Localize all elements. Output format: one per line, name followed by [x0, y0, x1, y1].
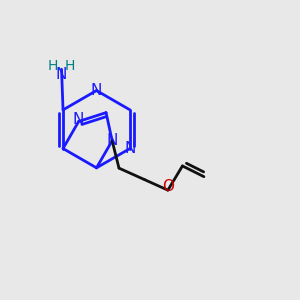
Text: H: H: [48, 59, 58, 73]
Text: O: O: [162, 179, 174, 194]
Text: H: H: [65, 59, 75, 73]
Text: N: N: [73, 112, 84, 128]
Text: N: N: [106, 133, 118, 148]
Text: N: N: [56, 67, 67, 82]
Text: N: N: [124, 141, 136, 156]
Text: N: N: [91, 83, 102, 98]
